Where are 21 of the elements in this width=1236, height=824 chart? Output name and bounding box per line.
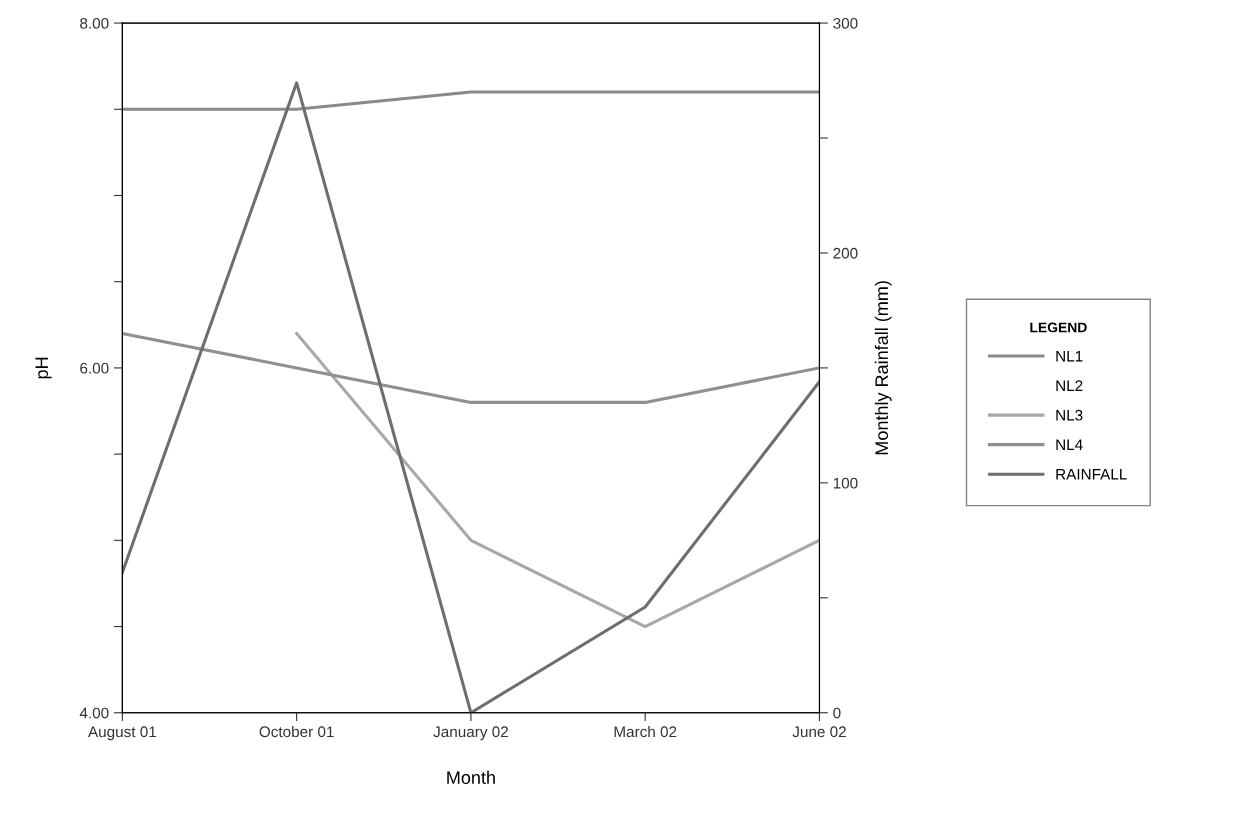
x-tick-label: January 02: [433, 726, 508, 741]
x-tick-label: August 01: [88, 726, 157, 741]
y2-axis-title: Monthly Rainfall (mm): [874, 281, 892, 455]
y-tick-label: 8.00: [80, 17, 109, 29]
text: NL2: [1056, 380, 1083, 391]
legend-label: NL1: [1056, 350, 1083, 362]
legend-label: NL4: [1056, 439, 1083, 450]
y2-tick-label: 100: [833, 477, 858, 489]
y2-tick-label: 0: [833, 707, 841, 719]
y2-tick-label: 300: [833, 17, 858, 29]
legend-title: LEGEND: [1030, 322, 1087, 333]
x-tick-label: March 02: [614, 725, 677, 738]
legend-label: RAINFALL: [1056, 468, 1127, 480]
legend-label: NL3: [1056, 409, 1083, 421]
y2-tick-label: 200: [833, 247, 858, 259]
x-tick-label: October 01: [259, 725, 334, 738]
y-tick-label: 6.00: [80, 362, 109, 374]
y-tick-label: 4.00: [79, 707, 109, 719]
x-axis-title: Month: [447, 770, 495, 785]
y-axis-title: pH: [35, 357, 52, 379]
x-tick-label: June 02: [792, 726, 846, 738]
